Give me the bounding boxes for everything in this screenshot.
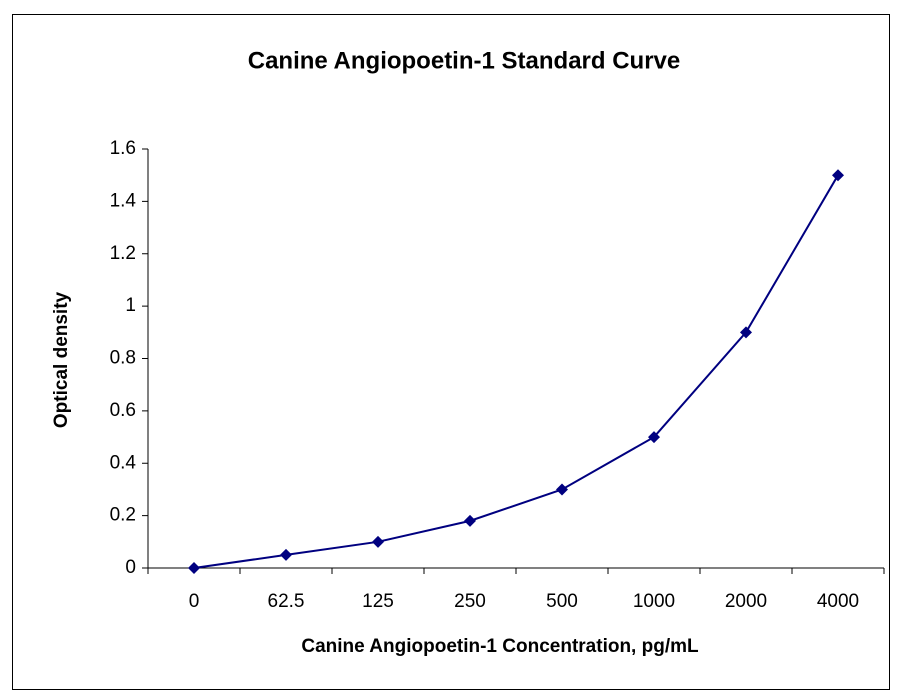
x-axis-label: Canine Angiopoetin-1 Concentration, pg/m… — [301, 636, 699, 657]
y-tick-label: 0.2 — [110, 505, 136, 526]
data-point — [556, 483, 568, 496]
x-tick-label: 0 — [189, 591, 200, 612]
data-point — [372, 535, 384, 548]
data-point — [188, 562, 200, 574]
x-tick-label: 4000 — [817, 591, 859, 612]
y-tick-label: 0 — [125, 557, 136, 578]
x-tick-label: 250 — [454, 591, 486, 612]
chart-title: Canine Angiopoetin-1 Standard Curve — [248, 47, 680, 74]
x-tick-label: 500 — [546, 591, 578, 612]
data-point — [464, 514, 476, 527]
chart-border — [12, 14, 890, 690]
y-axis-label: Optical density — [51, 291, 72, 428]
y-tick-label: 1.2 — [110, 243, 136, 264]
y-tick-label: 0.4 — [110, 452, 137, 473]
data-point — [280, 548, 292, 561]
data-point — [832, 169, 844, 182]
y-tick-label: 1.6 — [110, 138, 136, 159]
x-tick-label: 62.5 — [268, 591, 305, 612]
y-tick-label: 1 — [125, 295, 136, 316]
y-tick-label: 0.6 — [110, 400, 136, 421]
data-point — [648, 431, 660, 444]
x-tick-label: 2000 — [725, 591, 767, 612]
x-tick-label: 1000 — [633, 591, 675, 612]
data-point — [740, 326, 752, 339]
x-tick-label: 125 — [362, 591, 394, 612]
data-line — [193, 174, 839, 569]
y-tick-label: 1.4 — [110, 190, 137, 211]
y-tick-label: 0.8 — [110, 348, 136, 369]
